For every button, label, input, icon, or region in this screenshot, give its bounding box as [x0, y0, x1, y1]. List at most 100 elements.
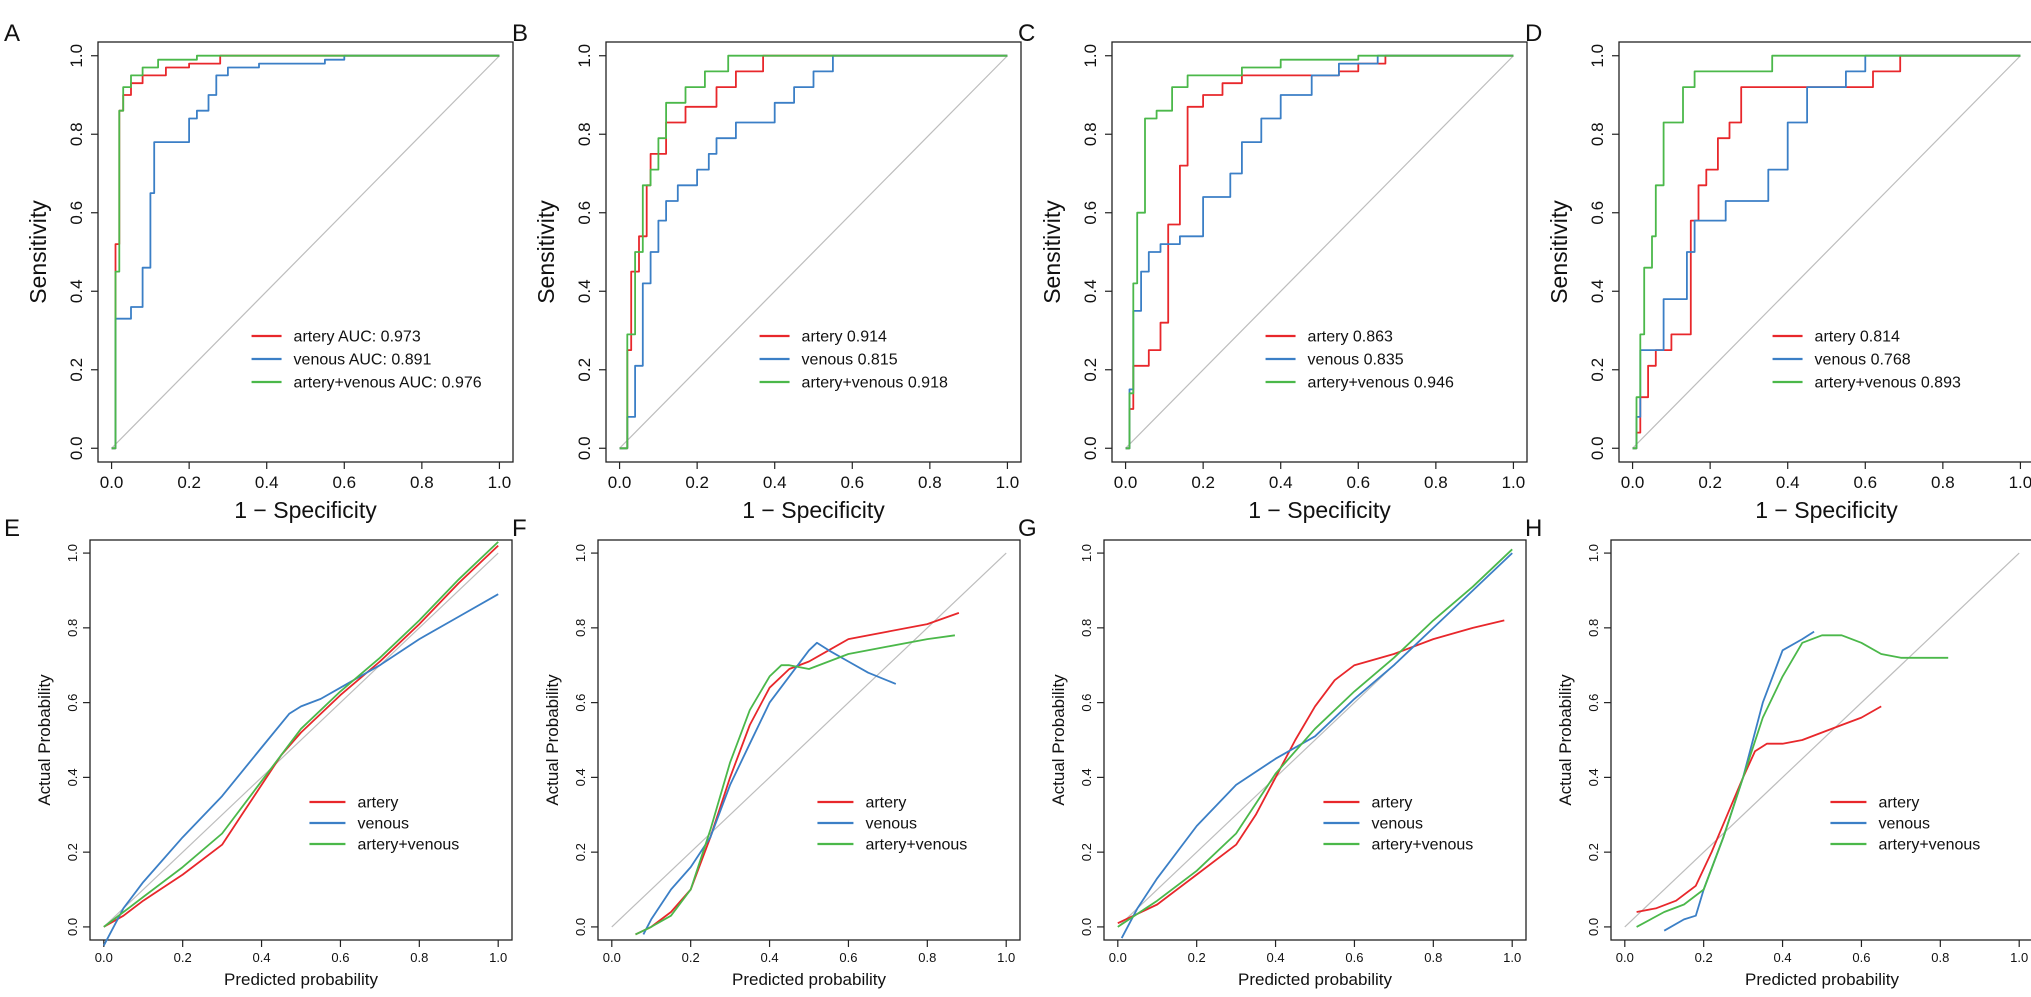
- legend-label: artery 0.814: [1815, 329, 1900, 346]
- series-line-combined: [635, 634, 956, 936]
- legend-label: artery+venous AUC: 0.976: [294, 375, 482, 392]
- y-axis-title: Actual Probability: [543, 674, 562, 806]
- y-tick-label: 0.4: [1081, 279, 1100, 303]
- legend-label: venous 0.815: [802, 352, 898, 369]
- reference-diagonal: [619, 55, 1008, 449]
- x-tick-label: 0.2: [174, 950, 192, 965]
- x-axis-title: 1 − Specificity: [1248, 497, 1391, 523]
- y-tick-label: 0.6: [1079, 694, 1094, 712]
- legend-label: venous: [865, 816, 917, 833]
- x-tick-label: 0.4: [763, 473, 787, 492]
- panel-label: D: [1525, 20, 1542, 47]
- legend-label: venous: [1371, 816, 1423, 833]
- reference-diagonal: [111, 55, 500, 449]
- plot-frame: [605, 41, 1022, 463]
- legend-label: artery AUC: 0.973: [294, 329, 421, 346]
- x-tick-label: 0.8: [410, 473, 434, 492]
- x-tick-label: 0.2: [1695, 950, 1713, 965]
- legend-label: venous 0.768: [1815, 352, 1911, 369]
- x-axis-title: Predicted probability: [1745, 970, 1900, 989]
- x-axis-title: Predicted probability: [224, 970, 379, 989]
- y-tick-label: 0.4: [1586, 768, 1601, 786]
- plot-frame: [1610, 539, 2031, 941]
- x-tick-label: 1.0: [997, 950, 1015, 965]
- series-line-combined: [619, 54, 1008, 450]
- y-tick-label: 0.0: [573, 918, 588, 936]
- y-axis-title: Sensitivity: [1039, 200, 1065, 304]
- x-tick-label: 0.2: [177, 473, 201, 492]
- y-tick-label: 0.4: [1079, 768, 1094, 786]
- y-tick-label: 1.0: [67, 44, 86, 68]
- y-tick-label: 1.0: [1586, 544, 1601, 562]
- series-line-venous: [103, 593, 499, 947]
- y-tick-label: 0.8: [1588, 122, 1607, 146]
- panel-e: E 0.0 0.2 0.4 0.6 0.8 1.0 0.0 0.2 0.4 0.6 0.8 1.0 Pre…: [4, 515, 513, 989]
- series-line-artery: [1125, 54, 1514, 450]
- legend-label: artery+venous 0.946: [1308, 375, 1454, 392]
- x-tick-label: 0.0: [1114, 473, 1138, 492]
- plot-frame: [1111, 41, 1528, 463]
- x-tick-label: 0.6: [1852, 950, 1870, 965]
- plot-frame: [597, 539, 1021, 941]
- reference-diagonal: [103, 552, 499, 928]
- panel-f: F 0.0 0.2 0.4 0.6 0.8 1.0 0.0 0.2 0.4 0.6 0.8 1.0 Pre…: [512, 515, 1021, 989]
- panel-label: C: [1018, 20, 1035, 47]
- reference-diagonal: [1624, 552, 2020, 928]
- x-tick-label: 0.0: [95, 950, 113, 965]
- y-tick-label: 0.6: [1586, 694, 1601, 712]
- x-tick-label: 1.0: [488, 473, 512, 492]
- x-tick-label: 1.0: [1502, 473, 1526, 492]
- legend-label: artery+venous: [1371, 837, 1473, 854]
- x-tick-label: 0.4: [255, 473, 279, 492]
- y-tick-label: 0.2: [573, 843, 588, 861]
- x-tick-label: 1.0: [2009, 473, 2031, 492]
- panel-label: E: [4, 515, 20, 542]
- x-tick-label: 0.6: [839, 950, 857, 965]
- plot-frame: [97, 41, 514, 463]
- legend-label: venous 0.835: [1308, 352, 1404, 369]
- series-line-venous: [642, 641, 897, 935]
- y-tick-label: 1.0: [575, 44, 594, 68]
- series-line-combined: [1632, 54, 2021, 450]
- y-tick-label: 0.2: [67, 358, 86, 382]
- y-tick-label: 0.6: [1588, 201, 1607, 225]
- y-axis-title: Sensitivity: [25, 200, 51, 304]
- y-axis-title: Sensitivity: [1546, 200, 1572, 304]
- legend-label: artery+venous 0.893: [1815, 375, 1961, 392]
- x-tick-label: 0.2: [682, 950, 700, 965]
- series-line-artery: [103, 544, 499, 928]
- y-tick-label: 0.2: [1586, 843, 1601, 861]
- series-line-combined: [1636, 634, 1949, 928]
- x-tick-label: 0.6: [332, 473, 356, 492]
- series-line-combined: [1125, 54, 1514, 450]
- plot-frame: [1103, 539, 1527, 941]
- x-tick-label: 0.8: [1424, 950, 1442, 965]
- x-tick-label: 0.8: [918, 473, 942, 492]
- y-tick-label: 0.0: [1079, 918, 1094, 936]
- y-tick-label: 0.0: [1586, 918, 1601, 936]
- y-tick-label: 0.4: [1588, 279, 1607, 303]
- panel-c: C 0.0 0.2 0.4 0.6 0.8 1.0 0.0 0.2 0.4 0.6 0.8 1.0 1 −…: [1018, 20, 1528, 523]
- x-tick-label: 0.4: [1267, 950, 1285, 965]
- x-tick-label: 0.6: [331, 950, 349, 965]
- panel-label: G: [1018, 515, 1037, 542]
- y-tick-label: 0.6: [67, 201, 86, 225]
- legend-label: artery+venous 0.918: [802, 375, 948, 392]
- x-tick-label: 0.8: [1931, 950, 1949, 965]
- panel-h: H 0.0 0.2 0.4 0.6 0.8 1.0 0.0 0.2 0.4 0.6 0.8 1.0 Pre…: [1525, 515, 2031, 989]
- series-line-venous: [1125, 54, 1514, 450]
- panel-g: G 0.0 0.2 0.4 0.6 0.8 1.0 0.0 0.2 0.4 0.6 0.8 1.0 Pre…: [1018, 515, 1527, 989]
- x-tick-label: 1.0: [996, 473, 1020, 492]
- legend-label: venous AUC: 0.891: [294, 352, 432, 369]
- series-line-combined: [111, 54, 500, 450]
- x-tick-label: 1.0: [2010, 950, 2028, 965]
- legend-label: artery 0.863: [1308, 329, 1393, 346]
- series-line-venous: [1120, 552, 1513, 939]
- legend-label: artery+venous: [357, 837, 459, 854]
- panel-label: H: [1525, 515, 1542, 542]
- x-tick-label: 0.6: [840, 473, 864, 492]
- y-tick-label: 0.8: [575, 122, 594, 146]
- x-tick-label: 0.8: [1424, 473, 1448, 492]
- plot-frame: [1618, 41, 2031, 463]
